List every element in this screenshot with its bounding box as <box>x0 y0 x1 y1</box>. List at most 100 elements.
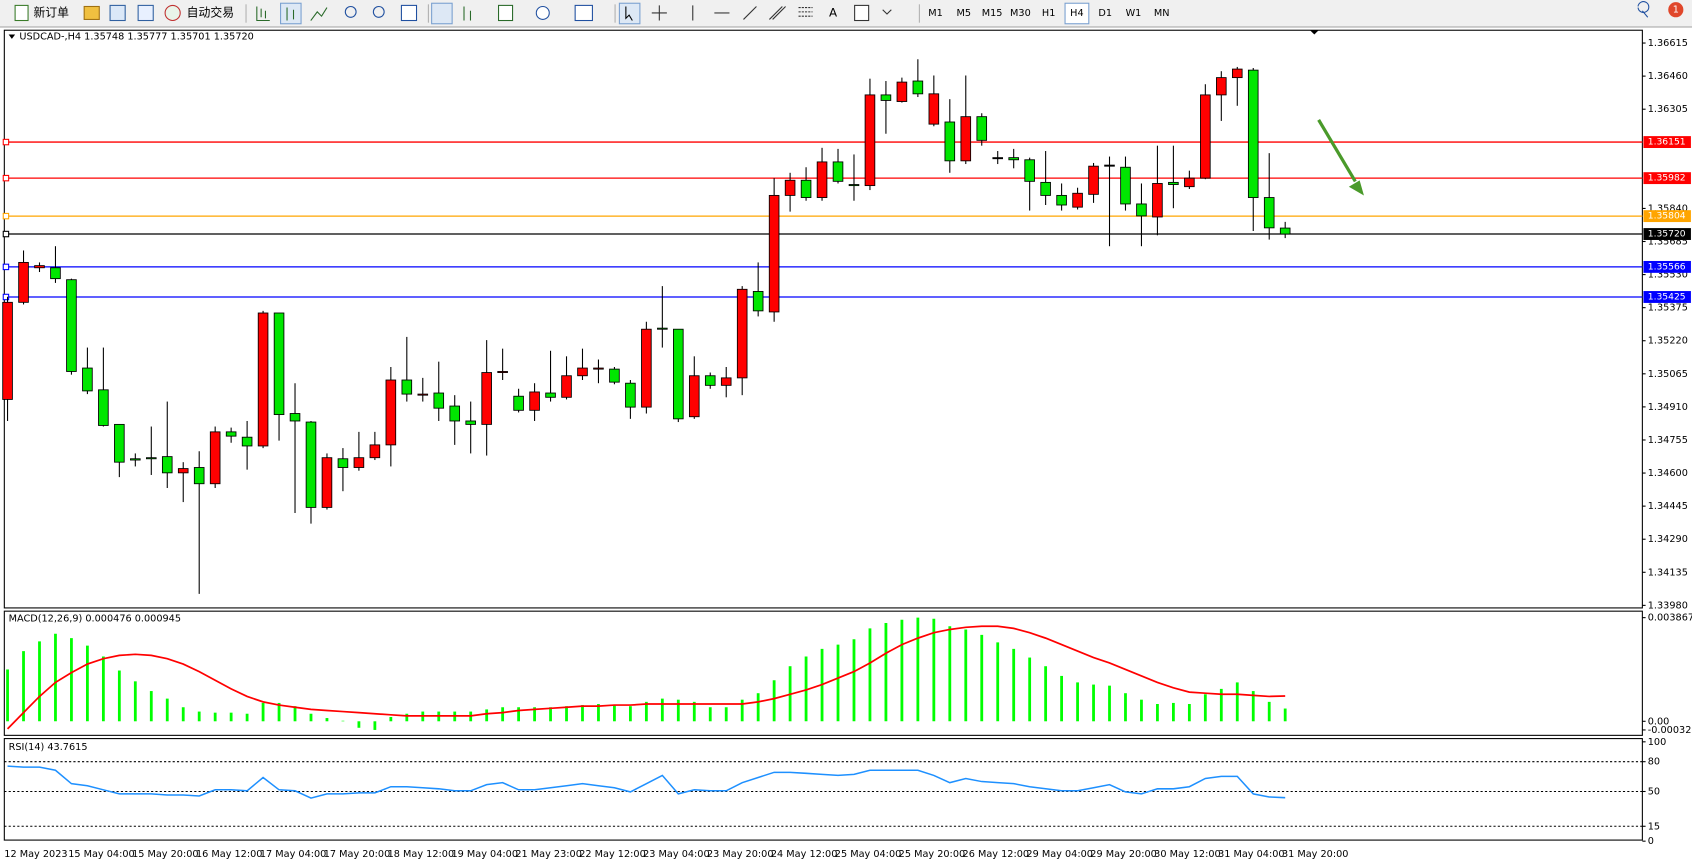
search-button[interactable] <box>1637 1 1650 18</box>
tile-button[interactable] <box>400 4 418 22</box>
y-tick-label: 1.34290 <box>1648 534 1688 545</box>
price-tag-label: 1.35804 <box>1648 211 1686 222</box>
templates-button[interactable] <box>574 4 593 22</box>
level-handle <box>2 263 10 271</box>
new-order-icon[interactable] <box>14 4 29 22</box>
arrow-shaft <box>1317 119 1357 183</box>
line-chart-button[interactable] <box>310 7 328 21</box>
y-tick-label: 1.36305 <box>1648 104 1688 115</box>
candle-body <box>465 420 476 425</box>
cursor-button[interactable] <box>618 2 641 25</box>
y-tick-label: 0.00 <box>1648 716 1670 727</box>
y-tick-label: 80 <box>1648 757 1660 768</box>
level-handle <box>2 174 10 182</box>
candle-body <box>82 367 93 392</box>
timeframe-button[interactable]: M30 <box>1010 8 1031 19</box>
candle-body <box>497 371 508 373</box>
auto-trading-button[interactable]: 自动交易 <box>187 5 234 19</box>
timeframe-button[interactable]: D1 <box>1098 8 1112 19</box>
arrows-button[interactable] <box>882 9 892 15</box>
candle-body <box>305 421 317 508</box>
candle-body <box>1247 69 1259 198</box>
macd-pane <box>3 610 1643 736</box>
toolbar-icon[interactable] <box>109 4 126 22</box>
auto-trading-icon[interactable] <box>164 4 181 22</box>
x-tick-label: 23 May 04:00 <box>643 849 710 860</box>
price-tag <box>1643 210 1691 223</box>
candle-body <box>1072 192 1083 208</box>
toolbar-icon[interactable] <box>137 4 154 22</box>
notification-badge[interactable] <box>1668 2 1684 18</box>
timeframe-button[interactable]: M15 <box>982 8 1003 19</box>
y-tick-label: 1.35375 <box>1648 303 1688 314</box>
candle-body <box>1216 77 1227 96</box>
y-tick-label: 50 <box>1648 786 1660 797</box>
timeframe-button[interactable]: W1 <box>1126 8 1142 19</box>
x-tick-label: 22 May 12:00 <box>579 849 646 860</box>
rsi-line <box>7 765 1286 799</box>
x-tick-label: 31 May 20:00 <box>1282 849 1349 860</box>
candle-body <box>193 467 205 485</box>
candle-body <box>481 372 492 425</box>
timeframe-button[interactable]: H4 <box>1070 8 1083 19</box>
text-tool-button[interactable]: A <box>829 5 838 19</box>
timeframe-button[interactable]: M5 <box>957 8 972 19</box>
price-tag <box>1643 172 1691 185</box>
timeframe-button[interactable]: H1 <box>1042 8 1055 19</box>
timeframe-button[interactable]: M1 <box>928 8 943 19</box>
shift-button[interactable] <box>463 6 472 21</box>
toolbar-bg <box>0 0 1692 27</box>
candle-body <box>609 368 620 383</box>
candle-body <box>1040 181 1051 196</box>
candle-body <box>34 265 45 269</box>
channel-button[interactable] <box>769 6 786 20</box>
y-tick-label: 1.35065 <box>1648 369 1688 380</box>
candle-body <box>257 312 269 447</box>
x-tick-label: 19 May 04:00 <box>451 849 518 860</box>
autoscroll-button[interactable] <box>431 2 453 25</box>
candle-body <box>369 444 381 459</box>
plot-layer: 1.36615 1.36460 1.36305 1.35840 1.35685 1.355… <box>2 38 1692 860</box>
zoom-out-button[interactable] <box>372 5 385 18</box>
candle-body <box>848 184 860 187</box>
macd-title: MACD(12,26,9) 0.000476 0.000945 <box>9 614 181 625</box>
y-tick-label: 100 <box>1648 737 1667 748</box>
x-tick-label: 23 May 20:00 <box>707 849 774 860</box>
candle-body <box>66 279 77 372</box>
indicators-button[interactable] <box>497 4 514 22</box>
crosshair-button[interactable] <box>651 5 667 21</box>
x-tick-label: 25 May 04:00 <box>835 849 902 860</box>
periods-button[interactable] <box>535 5 550 20</box>
trend-arrow <box>1317 119 1364 196</box>
new-order-button[interactable]: 新订单 <box>33 5 69 19</box>
x-tick-label: 21 May 23:00 <box>515 849 582 860</box>
price-tag <box>1643 260 1691 273</box>
zoom-in-button[interactable] <box>344 5 357 18</box>
bar-chart-button[interactable] <box>256 6 270 22</box>
candle-body <box>209 431 221 485</box>
x-tick-label: 17 May 04:00 <box>260 849 327 860</box>
candle-body <box>161 456 173 474</box>
candle-body <box>1263 197 1275 229</box>
timeframe-button[interactable]: MN <box>1154 8 1170 19</box>
trendline-button[interactable] <box>743 6 757 20</box>
level-handle <box>2 138 10 146</box>
candle-body <box>337 458 349 468</box>
candle-chart-glyph <box>286 7 295 21</box>
candle-body <box>752 291 764 312</box>
x-tick-label: 16 May 12:00 <box>196 849 263 860</box>
toolbar-icon[interactable] <box>83 5 100 20</box>
candle-chart-button[interactable] <box>280 2 302 25</box>
candle-body <box>401 379 413 395</box>
candle-body <box>417 393 429 396</box>
y-tick-label: 1.34600 <box>1648 468 1688 479</box>
candle-body <box>241 436 253 447</box>
candle-body <box>1184 177 1195 188</box>
fibo-button[interactable] <box>798 7 813 17</box>
label-button[interactable] <box>854 4 870 22</box>
candle-body <box>896 81 908 102</box>
candle-body <box>1231 68 1243 79</box>
x-tick-label: 12 May 2023 <box>4 849 67 860</box>
candle-body <box>433 392 445 409</box>
